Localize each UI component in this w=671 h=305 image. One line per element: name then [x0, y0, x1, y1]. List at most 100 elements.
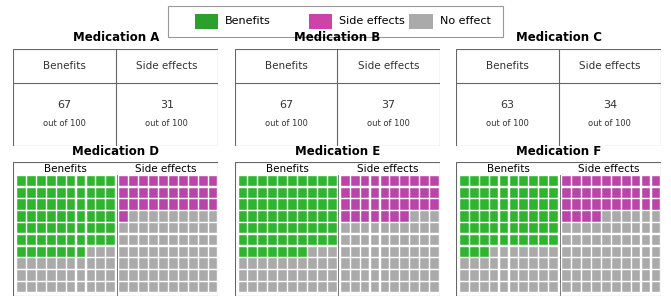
Bar: [87, 199, 95, 210]
Bar: [130, 282, 138, 292]
Bar: [278, 247, 287, 257]
Bar: [199, 235, 207, 245]
Bar: [66, 211, 75, 222]
Bar: [238, 223, 247, 233]
Bar: [652, 188, 660, 198]
Bar: [149, 247, 158, 257]
Bar: [632, 247, 641, 257]
Bar: [298, 270, 307, 281]
Bar: [519, 247, 528, 257]
Bar: [509, 247, 518, 257]
Bar: [370, 223, 379, 233]
Bar: [107, 223, 115, 233]
Bar: [97, 211, 105, 222]
Bar: [328, 270, 337, 281]
Bar: [37, 199, 46, 210]
Bar: [169, 247, 178, 257]
Bar: [622, 282, 631, 292]
Bar: [278, 235, 287, 245]
Bar: [550, 258, 558, 269]
Bar: [480, 270, 488, 281]
Bar: [602, 235, 611, 245]
Bar: [107, 258, 115, 269]
Bar: [612, 188, 621, 198]
Bar: [351, 270, 360, 281]
Text: Side effects: Side effects: [579, 61, 641, 71]
Bar: [258, 211, 267, 222]
Bar: [17, 282, 25, 292]
Bar: [470, 258, 478, 269]
Bar: [519, 211, 528, 222]
Bar: [420, 258, 429, 269]
Bar: [420, 211, 429, 222]
Bar: [140, 188, 148, 198]
Bar: [500, 258, 509, 269]
Bar: [97, 188, 105, 198]
Bar: [189, 258, 198, 269]
Bar: [351, 188, 360, 198]
Bar: [361, 199, 370, 210]
Bar: [318, 223, 327, 233]
Bar: [602, 247, 611, 257]
Bar: [37, 270, 46, 281]
Bar: [47, 176, 56, 186]
Bar: [17, 223, 25, 233]
Bar: [179, 188, 188, 198]
Bar: [411, 282, 419, 292]
Text: Benefits: Benefits: [225, 16, 270, 26]
Bar: [238, 247, 247, 257]
Bar: [509, 188, 518, 198]
Bar: [57, 247, 66, 257]
Bar: [562, 223, 571, 233]
Bar: [66, 247, 75, 257]
Bar: [179, 282, 188, 292]
Bar: [76, 282, 85, 292]
Bar: [119, 282, 128, 292]
Bar: [480, 282, 488, 292]
Bar: [107, 176, 115, 186]
Bar: [602, 176, 611, 186]
Bar: [641, 176, 650, 186]
Bar: [380, 188, 389, 198]
Text: Medication C: Medication C: [515, 31, 602, 44]
Bar: [652, 176, 660, 186]
Bar: [420, 199, 429, 210]
Bar: [612, 211, 621, 222]
Text: 67: 67: [279, 100, 293, 110]
Bar: [341, 235, 350, 245]
Bar: [130, 199, 138, 210]
Bar: [602, 282, 611, 292]
Bar: [632, 176, 641, 186]
Bar: [328, 258, 337, 269]
Bar: [27, 188, 36, 198]
Bar: [308, 199, 317, 210]
Bar: [622, 235, 631, 245]
Bar: [298, 223, 307, 233]
Bar: [509, 258, 518, 269]
Bar: [107, 211, 115, 222]
Bar: [238, 176, 247, 186]
Bar: [622, 223, 631, 233]
Bar: [140, 282, 148, 292]
Bar: [401, 188, 409, 198]
Bar: [582, 282, 591, 292]
Bar: [519, 270, 528, 281]
Bar: [550, 282, 558, 292]
Bar: [430, 270, 439, 281]
Text: Side effects: Side effects: [339, 16, 405, 26]
Bar: [248, 247, 257, 257]
Bar: [130, 235, 138, 245]
Bar: [641, 188, 650, 198]
Bar: [87, 211, 95, 222]
Bar: [391, 258, 399, 269]
Bar: [169, 188, 178, 198]
Bar: [288, 188, 297, 198]
Bar: [76, 247, 85, 257]
Bar: [47, 258, 56, 269]
Bar: [550, 211, 558, 222]
Bar: [519, 258, 528, 269]
Text: Medication B: Medication B: [294, 31, 380, 44]
Bar: [87, 247, 95, 257]
Bar: [195, 14, 218, 29]
Bar: [47, 199, 56, 210]
